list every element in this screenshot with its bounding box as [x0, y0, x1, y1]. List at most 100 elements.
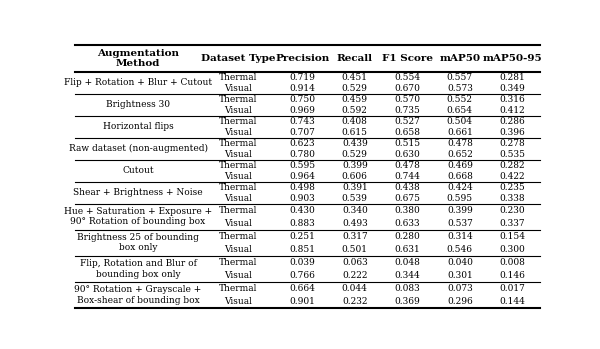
- Text: 0.654: 0.654: [447, 106, 473, 115]
- Text: 0.369: 0.369: [394, 297, 420, 306]
- Text: Visual: Visual: [224, 245, 252, 254]
- Text: 0.222: 0.222: [342, 271, 368, 280]
- Text: 0.652: 0.652: [447, 150, 473, 159]
- Text: 0.349: 0.349: [500, 84, 525, 93]
- Text: 0.498: 0.498: [289, 183, 315, 192]
- Text: Visual: Visual: [224, 271, 252, 280]
- Text: 0.606: 0.606: [342, 172, 368, 181]
- Text: Thermal: Thermal: [218, 117, 257, 126]
- Text: Visual: Visual: [224, 194, 252, 203]
- Text: 0.286: 0.286: [500, 117, 525, 126]
- Text: 0.851: 0.851: [289, 245, 315, 254]
- Text: 0.615: 0.615: [342, 128, 368, 137]
- Text: 0.623: 0.623: [289, 139, 315, 148]
- Text: 0.735: 0.735: [394, 106, 420, 115]
- Text: Augmentation
Method: Augmentation Method: [97, 49, 179, 68]
- Text: 0.282: 0.282: [500, 161, 525, 170]
- Text: Dataset Type: Dataset Type: [200, 54, 275, 63]
- Text: Thermal: Thermal: [218, 284, 257, 293]
- Text: 0.515: 0.515: [394, 139, 421, 148]
- Text: 0.039: 0.039: [289, 258, 315, 267]
- Text: 0.592: 0.592: [342, 106, 368, 115]
- Text: 0.399: 0.399: [447, 206, 473, 215]
- Text: Visual: Visual: [224, 219, 252, 228]
- Text: Visual: Visual: [224, 150, 252, 159]
- Text: 0.493: 0.493: [342, 219, 368, 228]
- Text: 0.529: 0.529: [342, 84, 368, 93]
- Text: 0.073: 0.073: [447, 284, 473, 293]
- Text: Visual: Visual: [224, 297, 252, 306]
- Text: Hue + Saturation + Exposure +
90° Rotation of bounding box: Hue + Saturation + Exposure + 90° Rotati…: [64, 207, 212, 227]
- Text: Flip, Rotation and Blur of
bounding box only: Flip, Rotation and Blur of bounding box …: [80, 259, 196, 279]
- Text: 0.661: 0.661: [447, 128, 473, 137]
- Text: 0.527: 0.527: [394, 117, 420, 126]
- Text: 0.969: 0.969: [289, 106, 315, 115]
- Text: 0.529: 0.529: [342, 150, 368, 159]
- Text: 0.707: 0.707: [289, 128, 315, 137]
- Text: 0.719: 0.719: [289, 73, 315, 82]
- Text: Flip + Rotation + Blur + Cutout: Flip + Rotation + Blur + Cutout: [64, 79, 212, 88]
- Text: Brightness 30: Brightness 30: [106, 101, 170, 110]
- Text: 0.537: 0.537: [447, 219, 473, 228]
- Text: 0.670: 0.670: [394, 84, 420, 93]
- Text: Brightness 25 of bounding
box only: Brightness 25 of bounding box only: [77, 233, 199, 252]
- Text: Shear + Brightness + Noise: Shear + Brightness + Noise: [73, 188, 203, 197]
- Text: 0.595: 0.595: [447, 194, 473, 203]
- Text: 0.083: 0.083: [394, 284, 420, 293]
- Text: 0.903: 0.903: [289, 194, 315, 203]
- Text: 0.338: 0.338: [500, 194, 525, 203]
- Text: Thermal: Thermal: [218, 161, 257, 170]
- Text: 0.438: 0.438: [394, 183, 420, 192]
- Text: 0.317: 0.317: [342, 232, 368, 241]
- Text: 0.230: 0.230: [500, 206, 525, 215]
- Text: 0.459: 0.459: [342, 95, 368, 104]
- Text: 0.501: 0.501: [342, 245, 368, 254]
- Text: 0.146: 0.146: [499, 271, 526, 280]
- Text: 0.008: 0.008: [499, 258, 526, 267]
- Text: 0.914: 0.914: [289, 84, 315, 93]
- Text: 0.883: 0.883: [289, 219, 315, 228]
- Text: 0.316: 0.316: [500, 95, 525, 104]
- Text: 0.154: 0.154: [499, 232, 526, 241]
- Text: 0.144: 0.144: [499, 297, 526, 306]
- Text: 0.664: 0.664: [289, 284, 315, 293]
- Text: 0.281: 0.281: [500, 73, 525, 82]
- Text: Visual: Visual: [224, 106, 252, 115]
- Text: 0.766: 0.766: [289, 271, 315, 280]
- Text: 0.557: 0.557: [447, 73, 473, 82]
- Text: 0.570: 0.570: [394, 95, 421, 104]
- Text: 0.750: 0.750: [289, 95, 315, 104]
- Text: 0.631: 0.631: [394, 245, 420, 254]
- Text: 0.040: 0.040: [447, 258, 473, 267]
- Text: 0.344: 0.344: [394, 271, 420, 280]
- Text: Thermal: Thermal: [218, 95, 257, 104]
- Text: 0.235: 0.235: [500, 183, 525, 192]
- Text: Precision: Precision: [275, 54, 329, 63]
- Text: Visual: Visual: [224, 172, 252, 181]
- Text: 0.280: 0.280: [394, 232, 420, 241]
- Text: 0.048: 0.048: [394, 258, 420, 267]
- Text: 0.535: 0.535: [499, 150, 526, 159]
- Text: 0.469: 0.469: [447, 161, 473, 170]
- Text: 0.301: 0.301: [447, 271, 473, 280]
- Text: 0.396: 0.396: [500, 128, 525, 137]
- Text: Thermal: Thermal: [218, 258, 257, 267]
- Text: 0.251: 0.251: [289, 232, 315, 241]
- Text: 0.633: 0.633: [395, 219, 420, 228]
- Text: mAP50: mAP50: [439, 54, 481, 63]
- Text: 0.675: 0.675: [394, 194, 421, 203]
- Text: 0.478: 0.478: [394, 161, 420, 170]
- Text: 0.439: 0.439: [342, 139, 368, 148]
- Text: 0.668: 0.668: [447, 172, 473, 181]
- Text: 0.743: 0.743: [289, 117, 315, 126]
- Text: 0.399: 0.399: [342, 161, 368, 170]
- Text: 0.300: 0.300: [500, 245, 525, 254]
- Text: 0.044: 0.044: [342, 284, 368, 293]
- Text: Cutout: Cutout: [122, 166, 154, 175]
- Text: 90° Rotation + Grayscale +
Box-shear of bounding box: 90° Rotation + Grayscale + Box-shear of …: [74, 285, 202, 305]
- Text: 0.422: 0.422: [500, 172, 525, 181]
- Text: 0.504: 0.504: [447, 117, 473, 126]
- Text: Visual: Visual: [224, 84, 252, 93]
- Text: 0.630: 0.630: [394, 150, 420, 159]
- Text: 0.314: 0.314: [447, 232, 473, 241]
